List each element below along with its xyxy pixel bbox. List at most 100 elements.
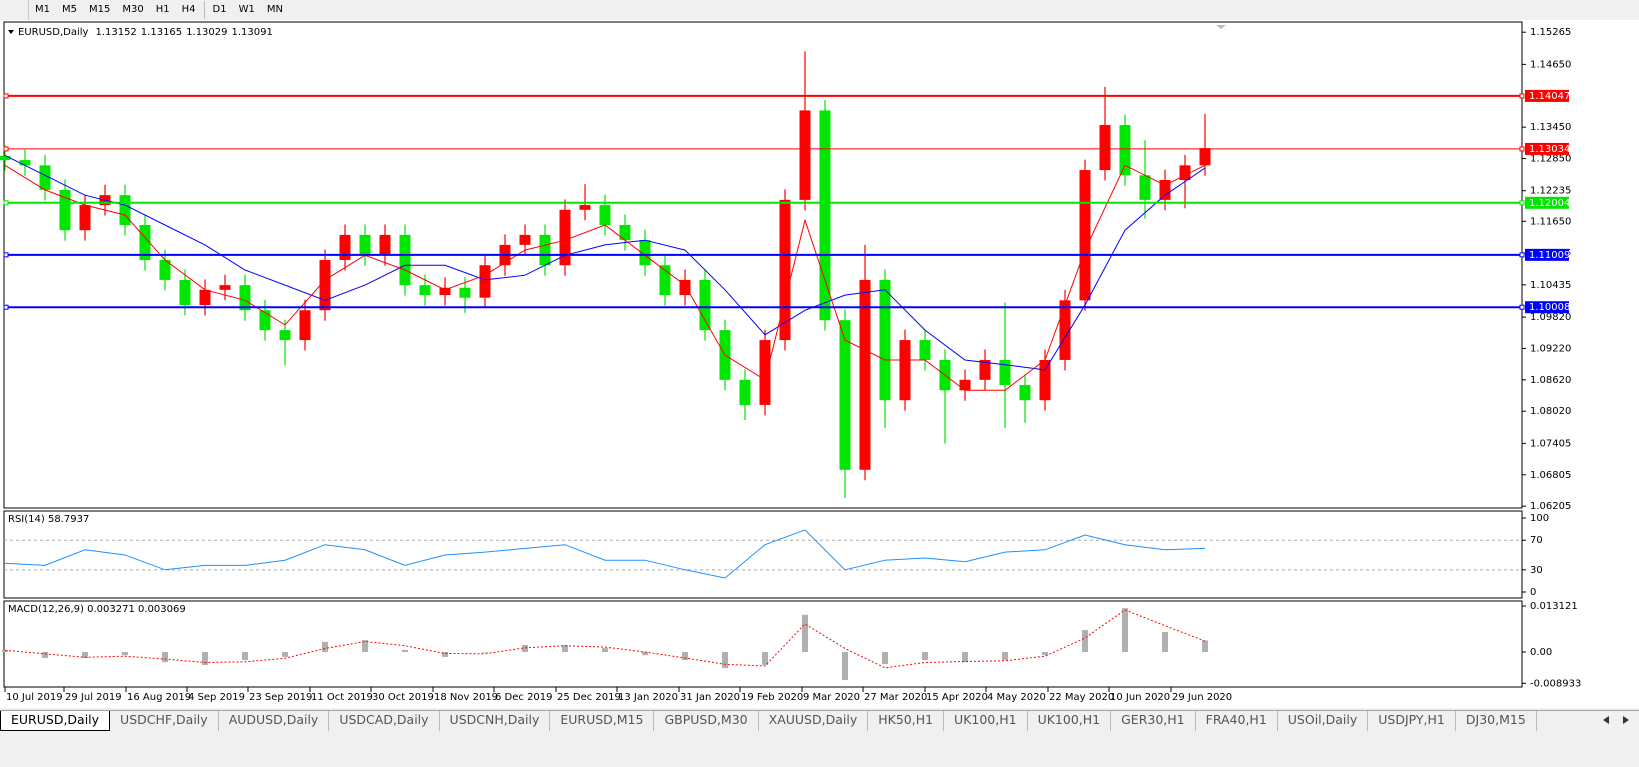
candle-body [999,359,1011,386]
level-handle [3,252,9,258]
candle-body [359,234,371,256]
candle-body [959,379,971,391]
timeframe-button[interactable]: D1 [212,4,227,15]
timeframe-button[interactable]: M5 [62,4,77,15]
x-tick-label: 13 Jan 2020 [618,692,678,703]
chart-tab[interactable]: DJ30,M15 [1456,711,1537,731]
macd-bar [482,652,488,653]
candle-body [0,155,11,161]
y-tick-label: 30 [1530,565,1543,576]
macd-bar [1202,640,1208,653]
chart-tab[interactable]: HK50,H1 [868,711,945,731]
y-tick-label: 1.08020 [1530,406,1571,417]
level-label: 1.12004 [1529,198,1570,209]
candle-body [339,234,351,261]
macd-bar [162,652,168,663]
chart-tab[interactable]: EURUSD,M15 [550,711,655,731]
chart-tab[interactable]: AUDUSD,Daily [219,711,330,731]
y-tick-label: 1.11650 [1530,216,1571,227]
y-tick-label: 1.07405 [1530,438,1571,449]
timeframe-button[interactable]: M15 [89,4,111,15]
level-label-bg [1525,301,1569,314]
candle-body [459,287,471,298]
chart-title: EURUSD,Daily 1.13152 1.13165 1.13029 1.13091 [18,27,273,38]
macd-bar [82,652,88,658]
macd-bar [42,652,48,658]
candle-body [159,260,171,280]
candle-body [1179,165,1191,180]
candle-body [439,287,451,296]
x-tick-label: 11 Oct 2019 [311,692,373,703]
candle-body [379,234,391,256]
level-label-bg [1525,142,1569,155]
x-tick-label: 25 Dec 2019 [557,692,621,703]
candle-body [179,279,191,306]
chart-tab[interactable]: UK100,H1 [944,711,1028,731]
candle-body [659,265,671,296]
y-tick-label: 1.06205 [1530,501,1571,512]
tab-scroll[interactable] [1601,713,1631,727]
macd-bar [1002,652,1008,661]
y-tick-label: 0.013121 [1530,601,1578,612]
level-handle [1519,93,1525,99]
macd-bar [282,652,288,657]
macd-bar [962,652,968,663]
candle-body [839,320,851,470]
candle-body [639,240,651,266]
candle-body [1019,385,1031,401]
candle-body [299,310,311,341]
macd-bar [402,649,408,653]
candle-body [199,289,211,306]
x-tick-label: 9 Mar 2020 [803,692,860,703]
macd-bar [522,644,528,653]
x-tick-label: 19 Feb 2020 [741,692,803,703]
chart-tab[interactable]: USDJPY,H1 [1368,711,1456,731]
chart-tab[interactable]: EURUSD,Daily [0,711,111,731]
symbol: EURUSD,Daily [18,27,89,38]
panel-title: MACD(12,26,9) 0.003271 0.003069 [8,604,186,615]
level-label: 1.14047 [1529,91,1570,102]
chart-tab[interactable]: FRA40,H1 [1196,711,1278,731]
timeframe-button[interactable]: H1 [155,4,170,15]
y-tick-label: 0.00 [1530,647,1552,658]
macd-signal [4,609,1206,669]
chart-tab[interactable]: USDCNH,Daily [440,711,551,731]
timeframe-button[interactable]: M30 [122,4,144,15]
x-tick-label: 31 Jan 2020 [680,692,740,703]
chart-tab[interactable]: GER30,H1 [1111,711,1196,731]
macd-bar [802,614,808,653]
timeframe-button[interactable]: MN [266,4,283,15]
chart-tab[interactable]: XAUUSD,Daily [759,711,869,731]
chart-tab[interactable]: USOil,Daily [1278,711,1369,731]
y-tick-label: 1.09220 [1530,343,1571,354]
candle-body [799,110,811,200]
candle-body [1159,179,1171,200]
y-tick-label: 1.06805 [1530,470,1571,481]
shift-marker [1216,25,1226,29]
candle-body [759,340,771,405]
macd-bar [242,652,248,661]
timeframe-button[interactable]: W1 [238,4,255,15]
chart-tab[interactable]: UK100,H1 [1028,711,1112,731]
panel-frame [3,510,1523,599]
y-tick-label: 1.13450 [1530,122,1571,133]
chart-tab[interactable]: USDCHF,Daily [110,711,219,731]
toolbar-icon[interactable] [0,0,29,20]
level-handle [3,304,9,310]
candle-body [419,285,431,296]
macd-bar [322,641,328,653]
x-tick-label: 29 Jun 2020 [1172,692,1232,703]
candle-body [519,234,531,245]
chart-tab[interactable]: USDCAD,Daily [329,711,440,731]
candle-body [899,340,911,401]
candle-body [699,279,711,331]
candle-body [1039,359,1051,401]
timeframe-button[interactable]: M1 [35,4,50,15]
candle-body [319,260,331,311]
timeframe-button[interactable]: H4 [176,1,205,19]
level-label: 1.11009 [1529,250,1570,261]
level-handle [3,93,9,99]
y-tick-label: 1.09820 [1530,312,1571,323]
chart-tab[interactable]: GBPUSD,M30 [654,711,759,731]
macd-bar [722,652,728,669]
